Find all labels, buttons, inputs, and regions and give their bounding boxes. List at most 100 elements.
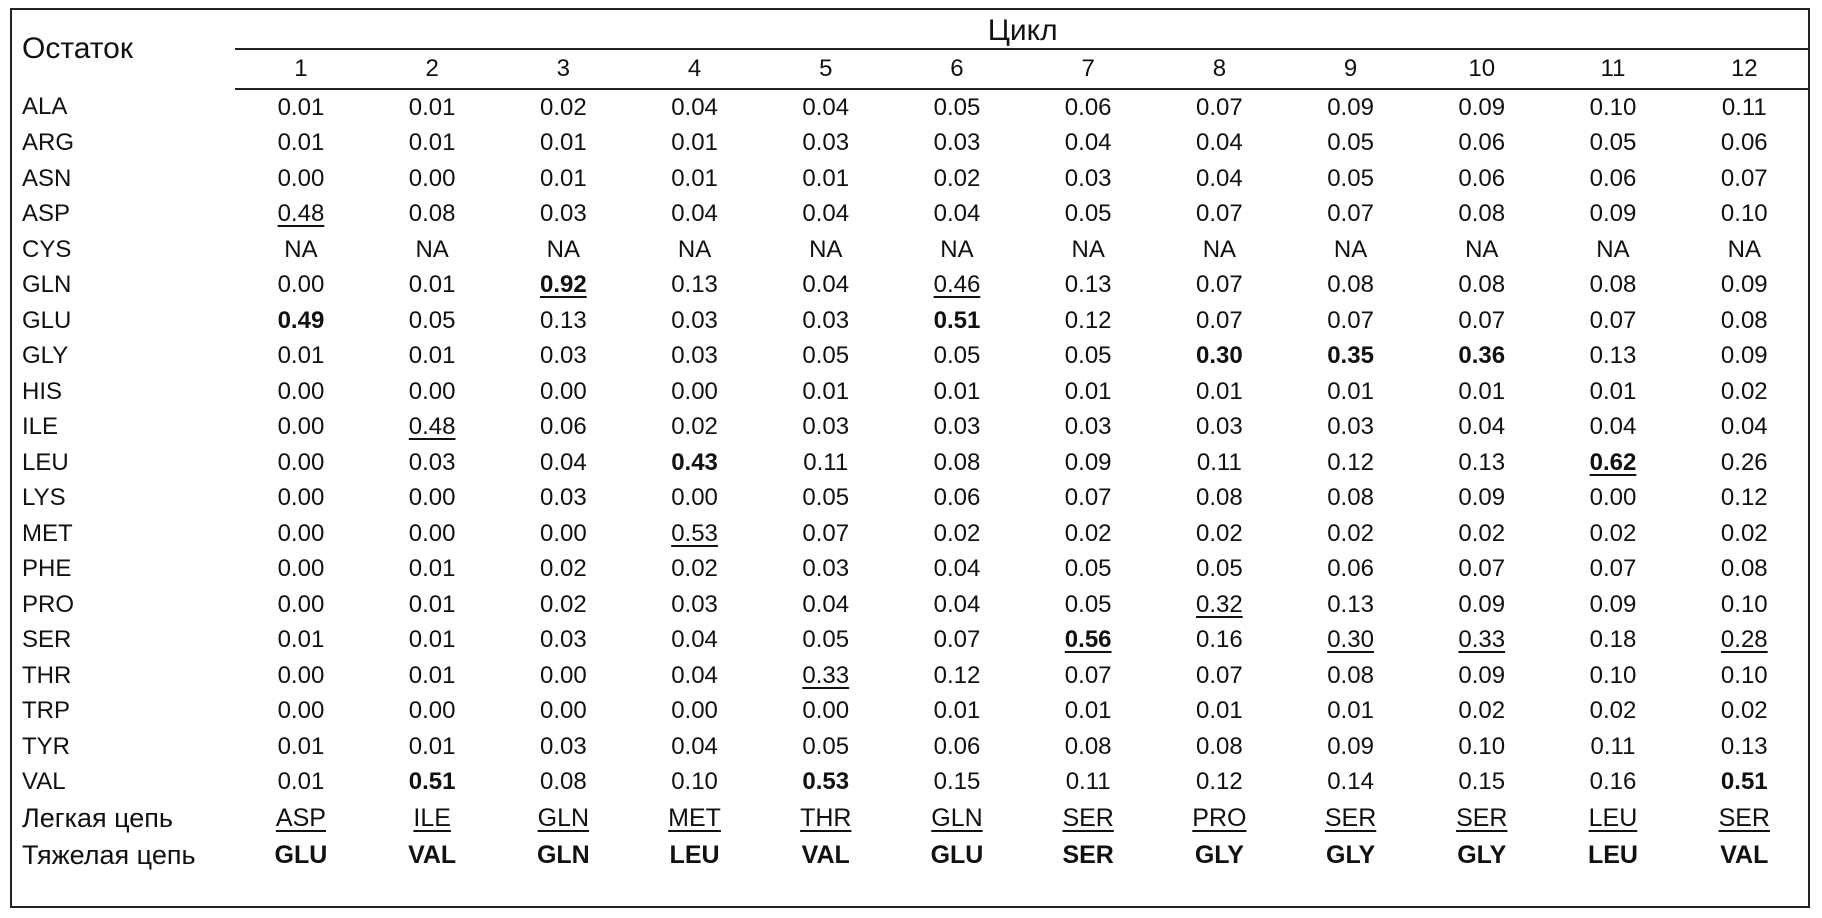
cell-value: 0.02 — [671, 555, 718, 582]
cell-value: 0.92 — [540, 271, 587, 298]
table-cell: 0.04 — [1547, 410, 1678, 446]
cycle-number: 8 — [1154, 49, 1285, 89]
cell-value: 0.03 — [802, 307, 849, 334]
cell-value: 0.10 — [1721, 662, 1768, 689]
table-cell: 0.02 — [629, 410, 760, 446]
cell-value: 0.07 — [934, 626, 981, 653]
table-cell: 0.07 — [1547, 552, 1678, 588]
chain-residue-cell: VAL — [760, 837, 891, 874]
cell-value: 0.01 — [278, 768, 325, 795]
cell-value: 0.05 — [802, 733, 849, 760]
cell-value: 0.48 — [409, 413, 456, 440]
cell-value: 0.01 — [409, 129, 456, 156]
cell-value: 0.05 — [802, 342, 849, 369]
chain-residue: VAL — [1720, 841, 1768, 869]
table-row: PHE0.000.010.020.020.030.040.050.050.060… — [10, 552, 1810, 588]
table-cell: 0.09 — [1679, 339, 1810, 375]
table-cell: 0.09 — [1416, 89, 1547, 126]
table-cell: 0.02 — [1679, 516, 1810, 552]
table-cell: NA — [235, 232, 366, 268]
table-cell: 0.07 — [891, 623, 1022, 659]
cell-value: 0.11 — [1722, 94, 1767, 121]
cell-value: 0.10 — [1458, 733, 1505, 760]
cell-value: 0.01 — [671, 165, 718, 192]
cell-value: NA — [284, 236, 317, 263]
table-cell: 0.01 — [760, 374, 891, 410]
table-cell: 0.04 — [629, 623, 760, 659]
table-cell: 0.07 — [1285, 197, 1416, 233]
cell-value: 0.03 — [934, 129, 981, 156]
table-cell: 0.09 — [1285, 729, 1416, 765]
cell-value: 0.00 — [278, 697, 325, 724]
cell-value: 0.04 — [671, 662, 718, 689]
chain-residue-cell: GLN — [498, 800, 629, 837]
cell-value: 0.05 — [802, 484, 849, 511]
header-row-cycles: 1 2 3 4 5 6 7 8 9 10 11 12 — [10, 49, 1810, 89]
cell-value: 0.04 — [1590, 413, 1637, 440]
table-cell: 0.01 — [1416, 374, 1547, 410]
table-row: ARG0.010.010.010.010.030.030.040.040.050… — [10, 126, 1810, 162]
table-cell: 0.51 — [367, 765, 498, 801]
cell-value: 0.05 — [1065, 200, 1112, 227]
table-cell: 0.33 — [1416, 623, 1547, 659]
table-cell: 0.08 — [1285, 268, 1416, 304]
table-cell: 0.03 — [498, 729, 629, 765]
table-row: GLN0.000.010.920.130.040.460.130.070.080… — [10, 268, 1810, 304]
table-cell: 0.26 — [1679, 445, 1810, 481]
residue-label: HIS — [10, 374, 235, 410]
table-cell: 0.05 — [760, 729, 891, 765]
table-cell: 0.03 — [498, 339, 629, 375]
cell-value: 0.12 — [934, 662, 981, 689]
table-row: THR0.000.010.000.040.330.120.070.070.080… — [10, 658, 1810, 694]
table-cell: 0.04 — [891, 197, 1022, 233]
table-cell: 0.07 — [1285, 303, 1416, 339]
cell-value: 0.08 — [540, 768, 587, 795]
chain-residue: ASP — [276, 804, 326, 832]
cell-value: 0.06 — [1458, 129, 1505, 156]
cell-value: 0.00 — [409, 165, 456, 192]
cell-value: 0.49 — [278, 307, 325, 334]
cell-value: 0.30 — [1327, 626, 1374, 653]
table-cell: 0.02 — [498, 552, 629, 588]
table-cell: 0.14 — [1285, 765, 1416, 801]
cell-value: 0.07 — [1065, 662, 1112, 689]
cell-value: 0.07 — [1065, 484, 1112, 511]
chain-residue-cell: GLY — [1154, 837, 1285, 874]
table-cell: 0.06 — [1679, 126, 1810, 162]
table-cell: 0.01 — [1023, 374, 1154, 410]
cell-value: 0.01 — [409, 342, 456, 369]
table-cell: 0.02 — [1154, 516, 1285, 552]
cell-value: 0.06 — [1458, 165, 1505, 192]
cell-value: 0.04 — [1065, 129, 1112, 156]
cell-value: 0.10 — [1721, 591, 1768, 618]
table-cell: 0.10 — [1547, 89, 1678, 126]
cell-value: 0.36 — [1458, 342, 1505, 369]
table-row: MET0.000.000.000.530.070.020.020.020.020… — [10, 516, 1810, 552]
table-cell: 0.01 — [367, 126, 498, 162]
cell-value: 0.00 — [671, 484, 718, 511]
table-cell: 0.00 — [498, 658, 629, 694]
cell-value: 0.11 — [1591, 733, 1636, 760]
table-cell: 0.62 — [1547, 445, 1678, 481]
cell-value: 0.16 — [1196, 626, 1243, 653]
chain-residue: SER — [1456, 804, 1507, 832]
cell-value: 0.10 — [1590, 662, 1637, 689]
residue-label: GLY — [10, 339, 235, 375]
table-cell: 0.02 — [1023, 516, 1154, 552]
cell-value: 0.13 — [1065, 271, 1112, 298]
cell-value: 0.04 — [802, 271, 849, 298]
table-cell: 0.02 — [498, 89, 629, 126]
cell-value: 0.10 — [1721, 200, 1768, 227]
table-cell: 0.00 — [235, 410, 366, 446]
cell-value: 0.03 — [540, 733, 587, 760]
table-cell: 0.43 — [629, 445, 760, 481]
cell-value: 0.01 — [409, 626, 456, 653]
cycle-number: 4 — [629, 49, 760, 89]
table-cell: 0.09 — [1023, 445, 1154, 481]
table-cell: 0.05 — [1285, 161, 1416, 197]
cell-value: 0.08 — [1590, 271, 1637, 298]
table-cell: 0.07 — [1154, 197, 1285, 233]
table-cell: 0.01 — [235, 126, 366, 162]
chain-residue-cell: GLU — [235, 837, 366, 874]
table-cell: 0.00 — [367, 161, 498, 197]
